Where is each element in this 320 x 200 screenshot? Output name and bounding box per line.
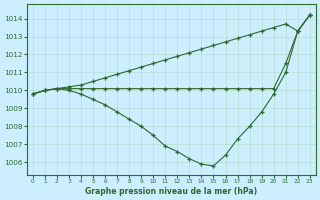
- X-axis label: Graphe pression niveau de la mer (hPa): Graphe pression niveau de la mer (hPa): [85, 187, 257, 196]
